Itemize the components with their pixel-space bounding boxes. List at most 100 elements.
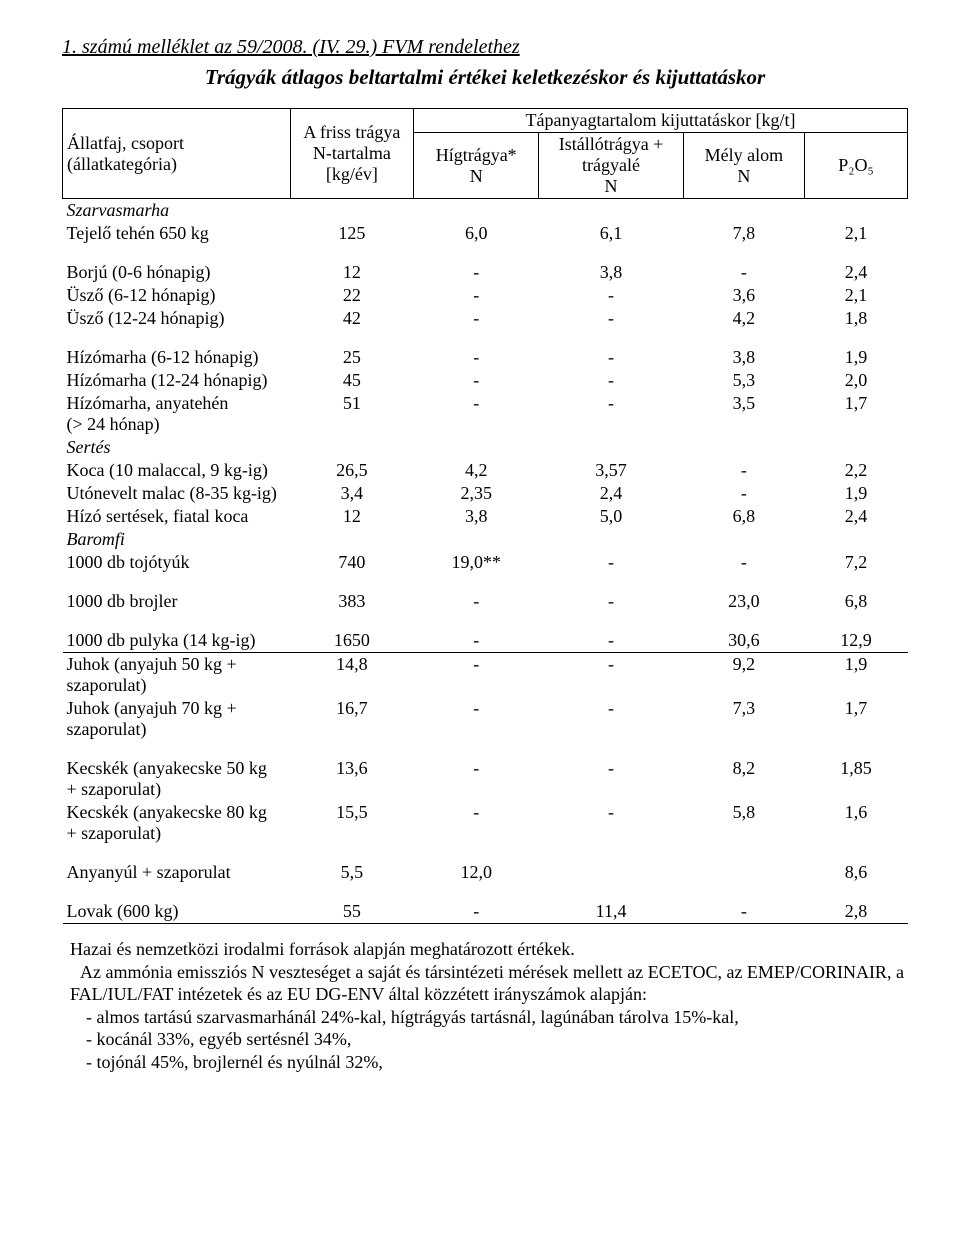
cell: - bbox=[683, 482, 804, 505]
cell: - bbox=[414, 757, 539, 801]
cell: - bbox=[539, 307, 683, 330]
cell: 22 bbox=[290, 284, 413, 307]
cell: 8,2 bbox=[683, 757, 804, 801]
cell: - bbox=[539, 551, 683, 574]
cell: 2,4 bbox=[539, 482, 683, 505]
cat-baromfi: Baromfi bbox=[63, 528, 908, 551]
table-row: 1000 db brojler383--23,06,8 bbox=[63, 590, 908, 613]
cell: 6,8 bbox=[805, 590, 908, 613]
cell: 26,5 bbox=[290, 459, 413, 482]
table-row: Anyanyúl + szaporulat5,512,08,6 bbox=[63, 861, 908, 884]
cell: 3,8 bbox=[414, 505, 539, 528]
table-row: Üsző (12-24 hónapig)42--4,21,8 bbox=[63, 307, 908, 330]
cat-sertes: Sertés bbox=[63, 436, 908, 459]
table-row: 1000 db pulyka (14 kg-ig)1650--30,612,9 bbox=[63, 629, 908, 653]
cell: 3,8 bbox=[539, 261, 683, 284]
cell: 1,9 bbox=[805, 653, 908, 698]
table-row: Utónevelt malac (8-35 kg-ig)3,42,352,4-1… bbox=[63, 482, 908, 505]
cell: - bbox=[414, 697, 539, 741]
cell: - bbox=[683, 900, 804, 924]
cell: - bbox=[683, 261, 804, 284]
cell: 5,5 bbox=[290, 861, 413, 884]
cell: - bbox=[414, 629, 539, 653]
cell: 55 bbox=[290, 900, 413, 924]
table-row: Kecskék (anyakecske 50 kg + szaporulat)1… bbox=[63, 757, 908, 801]
th-hig: Hígtrágya* N bbox=[414, 133, 539, 199]
cell: 3,5 bbox=[683, 392, 804, 436]
cell: 3,8 bbox=[683, 346, 804, 369]
cell: 5,0 bbox=[539, 505, 683, 528]
notes-block: Hazai és nemzetközi irodalmi források al… bbox=[62, 938, 908, 1073]
cell: 51 bbox=[290, 392, 413, 436]
cell-label: Üsző (6-12 hónapig) bbox=[63, 284, 291, 307]
cell: 125 bbox=[290, 222, 413, 245]
cell: - bbox=[539, 757, 683, 801]
table-row: Hízómarha (12-24 hónapig)45--5,32,0 bbox=[63, 369, 908, 392]
table-row: Juhok (anyajuh 50 kg + szaporulat)14,8--… bbox=[63, 653, 908, 698]
cell: 45 bbox=[290, 369, 413, 392]
cell-label: Hízó sertések, fiatal koca bbox=[63, 505, 291, 528]
cell: 1,6 bbox=[805, 801, 908, 845]
cell: - bbox=[414, 801, 539, 845]
cell-label: Juhok (anyajuh 50 kg + szaporulat) bbox=[63, 653, 291, 698]
note-bullet: - almos tartású szarvasmarhánál 24%-kal,… bbox=[70, 1006, 908, 1029]
table-row: Lovak (600 kg)55-11,4-2,8 bbox=[63, 900, 908, 924]
cell-label: Hízómarha (6-12 hónapig) bbox=[63, 346, 291, 369]
cell: 6,1 bbox=[539, 222, 683, 245]
cell: - bbox=[683, 551, 804, 574]
cell: - bbox=[414, 392, 539, 436]
table-row: Tejelő tehén 650 kg1256,06,17,82,1 bbox=[63, 222, 908, 245]
th-group: Tápanyagtartalom kijuttatáskor [kg/t] bbox=[414, 109, 908, 133]
cell: 14,8 bbox=[290, 653, 413, 698]
cell: 7,8 bbox=[683, 222, 804, 245]
cell: 15,5 bbox=[290, 801, 413, 845]
cell: 13,6 bbox=[290, 757, 413, 801]
cell-label: Üsző (12-24 hónapig) bbox=[63, 307, 291, 330]
doc-title: Trágyák átlagos beltartalmi értékei kele… bbox=[62, 65, 908, 90]
cell: 12,9 bbox=[805, 629, 908, 653]
cell: 383 bbox=[290, 590, 413, 613]
cell: 2,35 bbox=[414, 482, 539, 505]
table-row: 1000 db tojótyúk74019,0**--7,2 bbox=[63, 551, 908, 574]
cell-label: Lovak (600 kg) bbox=[63, 900, 291, 924]
table-row: Juhok (anyajuh 70 kg + szaporulat)16,7--… bbox=[63, 697, 908, 741]
cell bbox=[539, 861, 683, 884]
cell: 9,2 bbox=[683, 653, 804, 698]
cell-label: Juhok (anyajuh 70 kg + szaporulat) bbox=[63, 697, 291, 741]
cell: 7,2 bbox=[805, 551, 908, 574]
cell: 7,3 bbox=[683, 697, 804, 741]
cell: - bbox=[539, 629, 683, 653]
note-line: Hazai és nemzetközi irodalmi források al… bbox=[70, 938, 908, 961]
cell: 4,2 bbox=[683, 307, 804, 330]
cell: - bbox=[539, 392, 683, 436]
cell-label: 1000 db pulyka (14 kg-ig) bbox=[63, 629, 291, 653]
cell: 30,6 bbox=[683, 629, 804, 653]
cell-label: Kecskék (anyakecske 80 kg + szaporulat) bbox=[63, 801, 291, 845]
cell: - bbox=[539, 369, 683, 392]
note-bullet: - tojónál 45%, brojlernél és nyúlnál 32%… bbox=[70, 1051, 908, 1074]
table-row: Koca (10 malaccal, 9 kg-ig)26,54,23,57-2… bbox=[63, 459, 908, 482]
cell: 6,8 bbox=[683, 505, 804, 528]
cell: - bbox=[539, 346, 683, 369]
th-friss: A friss trágya N-tartalma [kg/év] bbox=[290, 109, 413, 199]
cell: 12 bbox=[290, 261, 413, 284]
table-row: Hízó sertések, fiatal koca123,85,06,82,4 bbox=[63, 505, 908, 528]
table-row: Kecskék (anyakecske 80 kg + szaporulat)1… bbox=[63, 801, 908, 845]
cat-szarvasmarha: Szarvasmarha bbox=[63, 199, 908, 223]
th-ist: Istállótrágya + trágyalé N bbox=[539, 133, 683, 199]
cell: - bbox=[414, 261, 539, 284]
cell: 2,8 bbox=[805, 900, 908, 924]
cell-label: Hízómarha, anyatehén (> 24 hónap) bbox=[63, 392, 291, 436]
cell: 2,4 bbox=[805, 261, 908, 284]
cell: - bbox=[539, 590, 683, 613]
doc-reference: 1. számú melléklet az 59/2008. (IV. 29.)… bbox=[62, 36, 908, 59]
cell: 8,6 bbox=[805, 861, 908, 884]
th-allat: Állatfaj, csoport (állatkategória) bbox=[63, 109, 291, 199]
cell: - bbox=[414, 369, 539, 392]
cell: 42 bbox=[290, 307, 413, 330]
table-row: Hízómarha, anyatehén (> 24 hónap)51--3,5… bbox=[63, 392, 908, 436]
cell-label: 1000 db brojler bbox=[63, 590, 291, 613]
cell: 2,1 bbox=[805, 222, 908, 245]
cell: - bbox=[683, 459, 804, 482]
cell: 2,0 bbox=[805, 369, 908, 392]
